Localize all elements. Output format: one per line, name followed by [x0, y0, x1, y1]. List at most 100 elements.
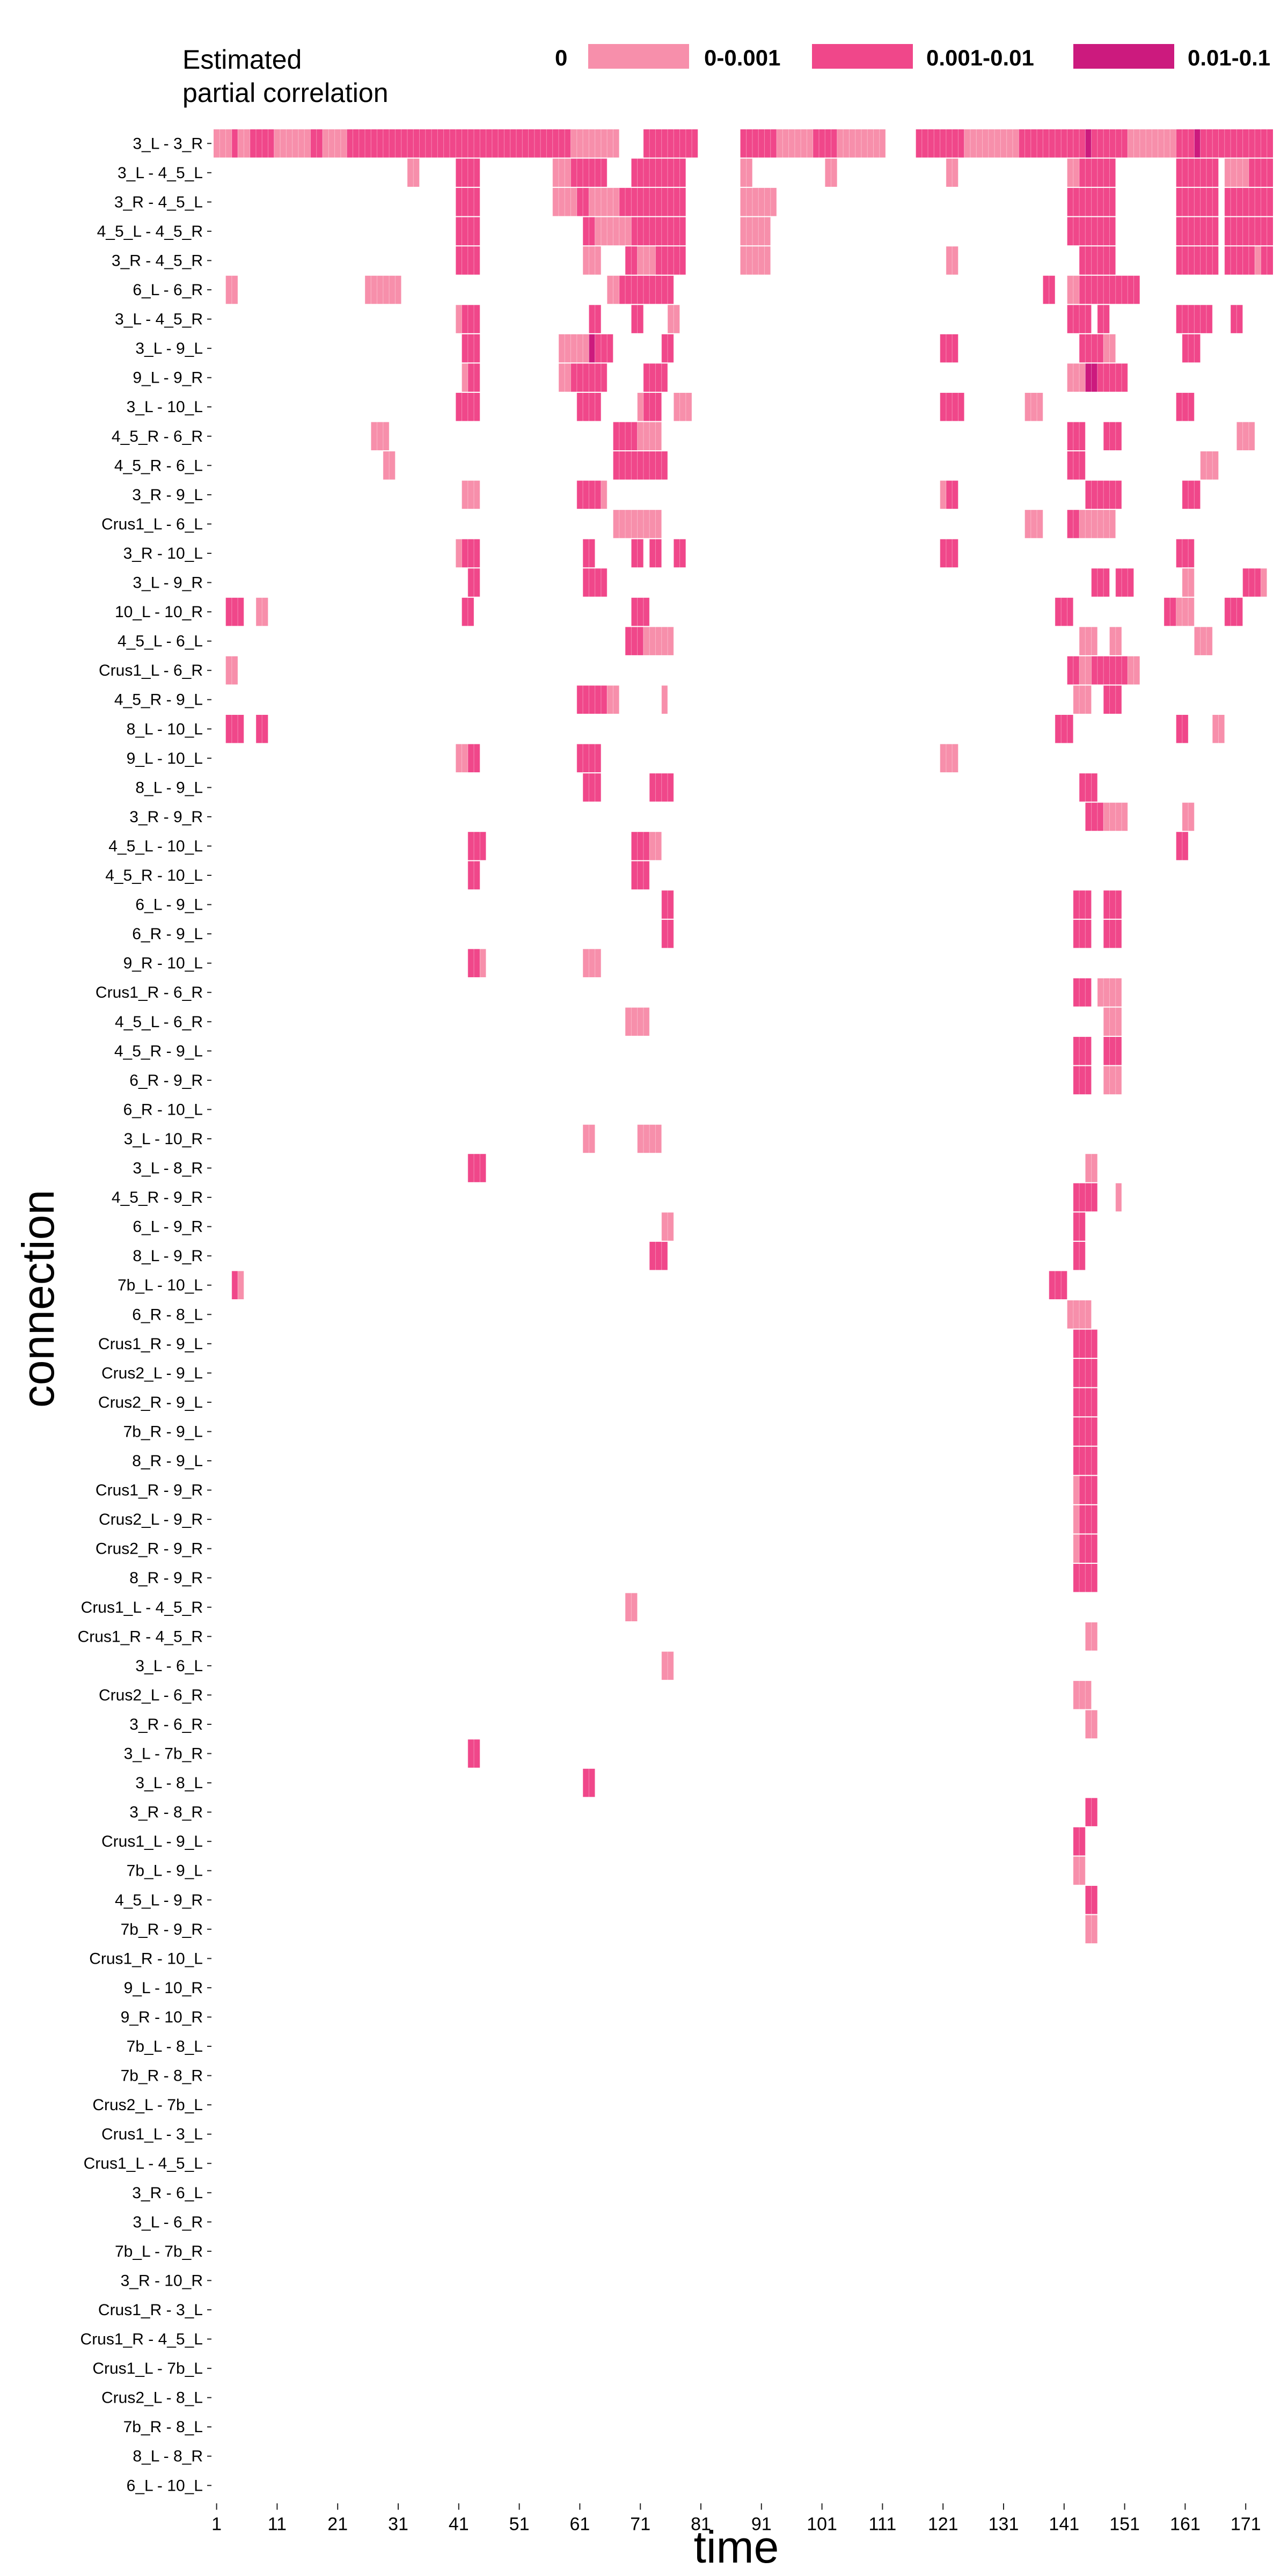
heatmap-cell [613, 451, 668, 480]
y-tick-label: 3_R - 10_L [123, 545, 203, 562]
heatmap-cell [1200, 451, 1219, 480]
y-tick-label: 8_L - 8_R [133, 2448, 203, 2465]
heatmap-cell [813, 129, 837, 158]
heatmap-cell [1103, 334, 1116, 363]
x-tick-label: 11 [268, 2514, 287, 2535]
y-tick-label: Crus2_R - 9_R [96, 1540, 203, 1558]
y-tick-label: 3_L - 10_R [124, 1130, 203, 1148]
heatmap-cell [661, 1212, 674, 1241]
y-tick-label: 9_L - 9_R [133, 369, 203, 387]
legend-swatch [588, 44, 689, 69]
heatmap-cell [1085, 1886, 1097, 1914]
heatmap-cell [576, 392, 601, 421]
heatmap-cell [589, 188, 619, 216]
heatmap-cell [589, 334, 595, 363]
heatmap-cell [371, 422, 390, 451]
heatmap-cell [946, 158, 958, 187]
heatmap-cell [649, 773, 674, 802]
heatmap-cell [583, 568, 608, 597]
y-tick-label: 6_L - 10_L [127, 2477, 203, 2494]
heatmap-cell [1079, 1534, 1097, 1563]
y-tick-label: 9_L - 10_R [124, 1979, 203, 1997]
heatmap-cell [1103, 1037, 1122, 1065]
heatmap-cell [1067, 158, 1080, 187]
y-tick-label: 3_R - 6_L [132, 2184, 203, 2202]
y-tick-label: 3_R - 6_R [129, 1716, 203, 1733]
y-tick-label: Crus1_L - 9_L [101, 1833, 203, 1850]
heatmap-cell [1103, 890, 1122, 919]
heatmap-cell [613, 422, 638, 451]
heatmap-cell [1176, 246, 1219, 275]
heatmap-cell [1067, 305, 1092, 333]
heatmap-cell [456, 392, 480, 421]
heatmap-cell [601, 480, 608, 509]
heatmap-cell [231, 129, 238, 158]
y-tick-label: Crus1_L - 4_5_L [84, 2155, 203, 2172]
y-tick-label: 7b_L - 9_L [127, 1862, 203, 1880]
y-tick-label: Crus1_R - 3_L [98, 2301, 203, 2319]
heatmap-cell [467, 744, 480, 773]
heatmap-cell [1103, 802, 1128, 831]
y-tick-label: 10_L - 10_R [115, 603, 203, 621]
heatmap-cell [462, 539, 480, 568]
y-tick-label: 7b_L - 8_L [127, 2038, 203, 2055]
x-tick-label: 1 [211, 2514, 222, 2535]
heatmap-cell [1067, 1300, 1092, 1329]
heatmap-cell [558, 334, 589, 363]
heatmap-cell [825, 158, 837, 187]
legend-swatch [1073, 44, 1174, 69]
heatmap-cell [607, 685, 619, 714]
heatmap-cell [1176, 188, 1219, 216]
y-tick-label: 6_L - 9_R [133, 1218, 203, 1236]
y-tick-label: 7b_L - 7b_R [115, 2243, 203, 2260]
y-tick-label: 3_R - 10_R [121, 2272, 203, 2289]
heatmap-cell [631, 305, 643, 333]
y-tick-label: 6_R - 9_L [132, 925, 203, 943]
y-tick-label: 3_L - 8_L [135, 1774, 203, 1792]
y-axis-title: connection [13, 1190, 63, 1408]
y-tick-label: 6_R - 9_R [129, 1072, 203, 1089]
heatmap-cell [1115, 1183, 1122, 1212]
heatmap-cell [740, 217, 771, 246]
y-tick-label: Crus2_L - 9_R [99, 1511, 203, 1528]
heatmap-cell [1176, 129, 1195, 158]
heatmap-cell [674, 392, 692, 421]
heatmap-cell [467, 363, 480, 392]
heatmap-cell [916, 129, 964, 158]
heatmap-cell [1176, 392, 1195, 421]
heatmap-cell [1097, 305, 1110, 333]
heatmap-cell [631, 832, 650, 860]
heatmap-cell [940, 392, 964, 421]
heatmap-cell [940, 744, 958, 773]
y-tick-label: 8_R - 9_R [129, 1569, 203, 1587]
y-tick-label: 6_L - 6_R [133, 281, 203, 299]
heatmap-cell [467, 1154, 486, 1182]
heatmap-cell [1085, 480, 1122, 509]
x-axis-title: time [694, 2522, 779, 2572]
heatmap-cell [631, 217, 686, 246]
heatmap-cell [649, 539, 662, 568]
heatmap-cell [637, 1124, 662, 1153]
heatmap-cell [661, 919, 674, 948]
heatmap-cell [625, 1593, 638, 1622]
heatmap-cell [462, 480, 480, 509]
heatmap-cell [1079, 773, 1097, 802]
heatmap-cells [214, 129, 1273, 1944]
heatmap-cell [1261, 246, 1273, 275]
heatmap-cell [595, 334, 613, 363]
heatmap-cell [1255, 246, 1261, 275]
legend-label: 0.01-0.1 [1188, 45, 1270, 70]
heatmap-cell [1231, 305, 1243, 333]
heatmap-cell [631, 539, 643, 568]
y-tick-label: Crus1_R - 10_L [89, 1950, 203, 1967]
heatmap-cell [1073, 1856, 1086, 1885]
heatmap-cell [1103, 919, 1122, 948]
heatmap-cell [407, 158, 420, 187]
heatmap-cell [1085, 1154, 1097, 1182]
y-tick-label: 4_5_R - 6_R [112, 428, 203, 445]
heatmap-cell [583, 1768, 595, 1797]
heatmap-cell [467, 1739, 480, 1768]
heatmap-cell [643, 627, 674, 655]
heatmap-cell [238, 1271, 244, 1299]
heatmap-cell [1224, 246, 1255, 275]
